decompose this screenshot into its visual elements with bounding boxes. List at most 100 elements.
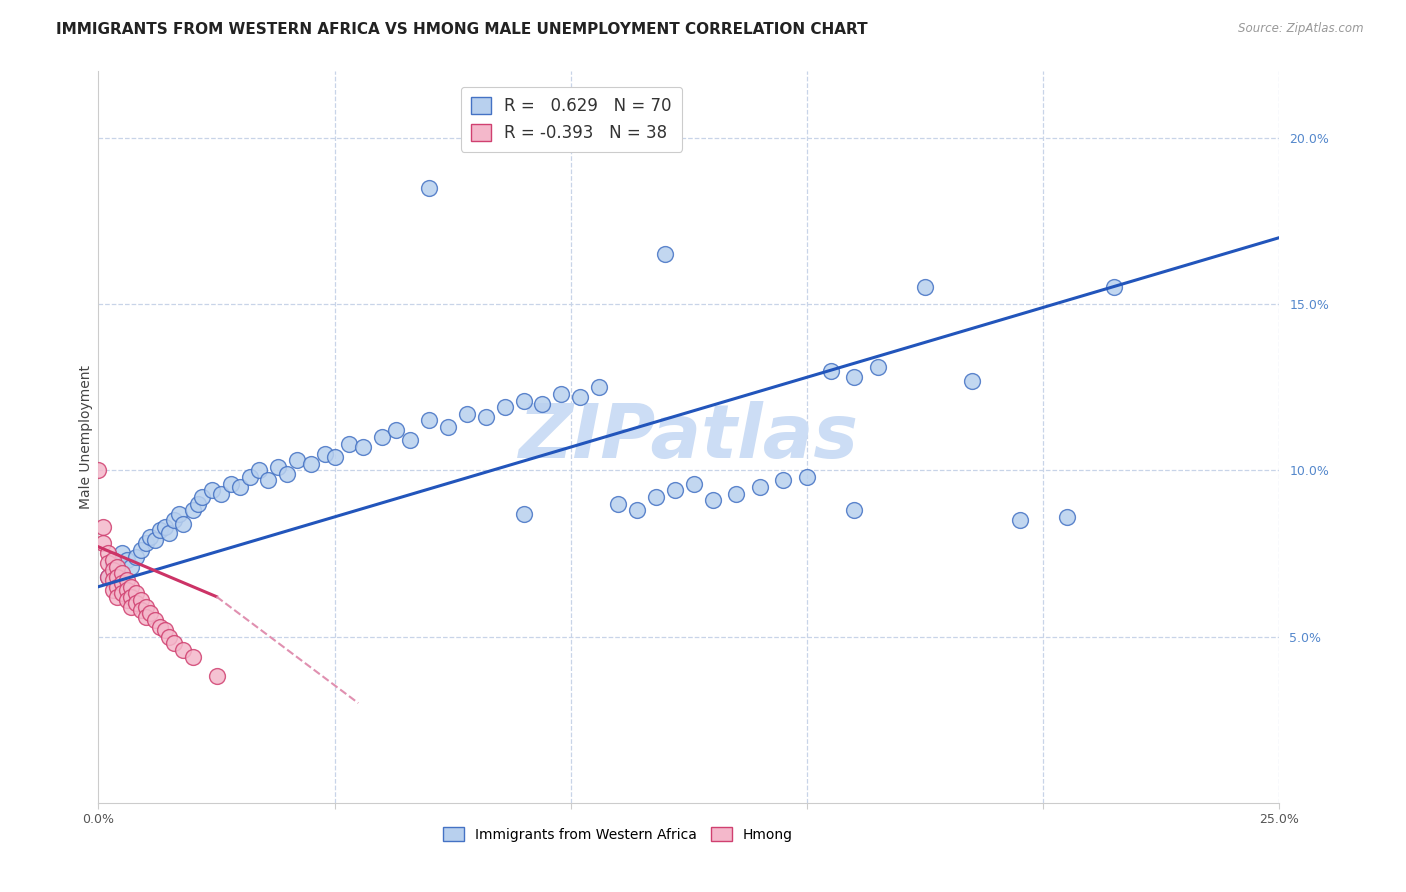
Point	[121, 580, 143, 594]
Point	[191, 490, 214, 504]
Point	[129, 593, 152, 607]
Point	[209, 486, 232, 500]
Point	[1102, 280, 1125, 294]
Point	[569, 390, 592, 404]
Point	[111, 546, 134, 560]
Point	[664, 483, 686, 498]
Point	[139, 530, 162, 544]
Point	[135, 599, 157, 614]
Point	[157, 630, 180, 644]
Point	[143, 613, 166, 627]
Point	[299, 457, 322, 471]
Point	[101, 553, 124, 567]
Point	[101, 557, 124, 571]
Point	[172, 516, 194, 531]
Point	[97, 546, 120, 560]
Point	[91, 520, 114, 534]
Point	[276, 467, 298, 481]
Point	[97, 557, 120, 571]
Point	[97, 570, 120, 584]
Point	[125, 596, 148, 610]
Point	[772, 473, 794, 487]
Point	[285, 453, 308, 467]
Point	[129, 543, 152, 558]
Point	[323, 450, 346, 464]
Point	[135, 609, 157, 624]
Point	[494, 400, 516, 414]
Point	[371, 430, 394, 444]
Point	[654, 247, 676, 261]
Point	[101, 582, 124, 597]
Point	[181, 649, 204, 664]
Point	[153, 520, 176, 534]
Point	[844, 370, 866, 384]
Point	[121, 559, 143, 574]
Point	[91, 536, 114, 550]
Point	[550, 387, 572, 401]
Point	[314, 447, 336, 461]
Point	[181, 503, 204, 517]
Point	[844, 503, 866, 517]
Point	[167, 507, 190, 521]
Point	[205, 669, 228, 683]
Point	[418, 413, 440, 427]
Point	[607, 497, 630, 511]
Point	[962, 374, 984, 388]
Point	[399, 434, 422, 448]
Point	[105, 590, 128, 604]
Point	[914, 280, 936, 294]
Point	[105, 570, 128, 584]
Point	[644, 490, 666, 504]
Text: Source: ZipAtlas.com: Source: ZipAtlas.com	[1239, 22, 1364, 36]
Point	[101, 573, 124, 587]
Point	[129, 603, 152, 617]
Point	[105, 580, 128, 594]
Point	[820, 363, 842, 377]
Point	[267, 460, 290, 475]
Point	[115, 593, 138, 607]
Point	[866, 360, 889, 375]
Point	[352, 440, 374, 454]
Point	[247, 463, 270, 477]
Point	[229, 480, 252, 494]
Point	[97, 570, 120, 584]
Point	[139, 607, 162, 621]
Point	[125, 586, 148, 600]
Point	[111, 586, 134, 600]
Point	[105, 563, 128, 577]
Text: ZIPatlas: ZIPatlas	[519, 401, 859, 474]
Point	[115, 553, 138, 567]
Point	[143, 533, 166, 548]
Point	[418, 180, 440, 194]
Point	[437, 420, 460, 434]
Point	[702, 493, 724, 508]
Point	[337, 436, 360, 450]
Point	[626, 503, 648, 517]
Point	[149, 619, 172, 633]
Point	[1056, 509, 1078, 524]
Point	[475, 410, 498, 425]
Point	[101, 563, 124, 577]
Legend: Immigrants from Western Africa, Hmong: Immigrants from Western Africa, Hmong	[437, 822, 799, 847]
Point	[172, 643, 194, 657]
Point	[121, 599, 143, 614]
Point	[512, 393, 534, 408]
Point	[87, 463, 110, 477]
Point	[219, 476, 242, 491]
Point	[257, 473, 280, 487]
Point	[201, 483, 224, 498]
Point	[239, 470, 262, 484]
Point	[187, 497, 209, 511]
Point	[456, 407, 478, 421]
Point	[163, 636, 186, 650]
Point	[748, 480, 770, 494]
Point	[1008, 513, 1031, 527]
Point	[135, 536, 157, 550]
Point	[682, 476, 704, 491]
Point	[105, 559, 128, 574]
Point	[725, 486, 748, 500]
Point	[149, 523, 172, 537]
Point	[163, 513, 186, 527]
Point	[157, 526, 180, 541]
Point	[115, 573, 138, 587]
